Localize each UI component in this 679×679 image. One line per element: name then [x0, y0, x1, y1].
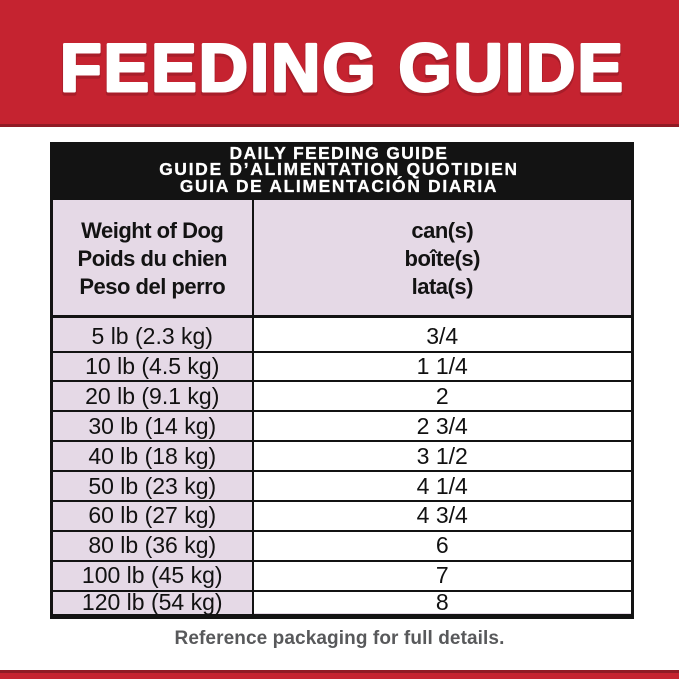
svg-text:FEEDING GUIDE: FEEDING GUIDE [60, 30, 625, 106]
svg-text:FEEDING GUIDE: FEEDING GUIDE [60, 33, 625, 109]
